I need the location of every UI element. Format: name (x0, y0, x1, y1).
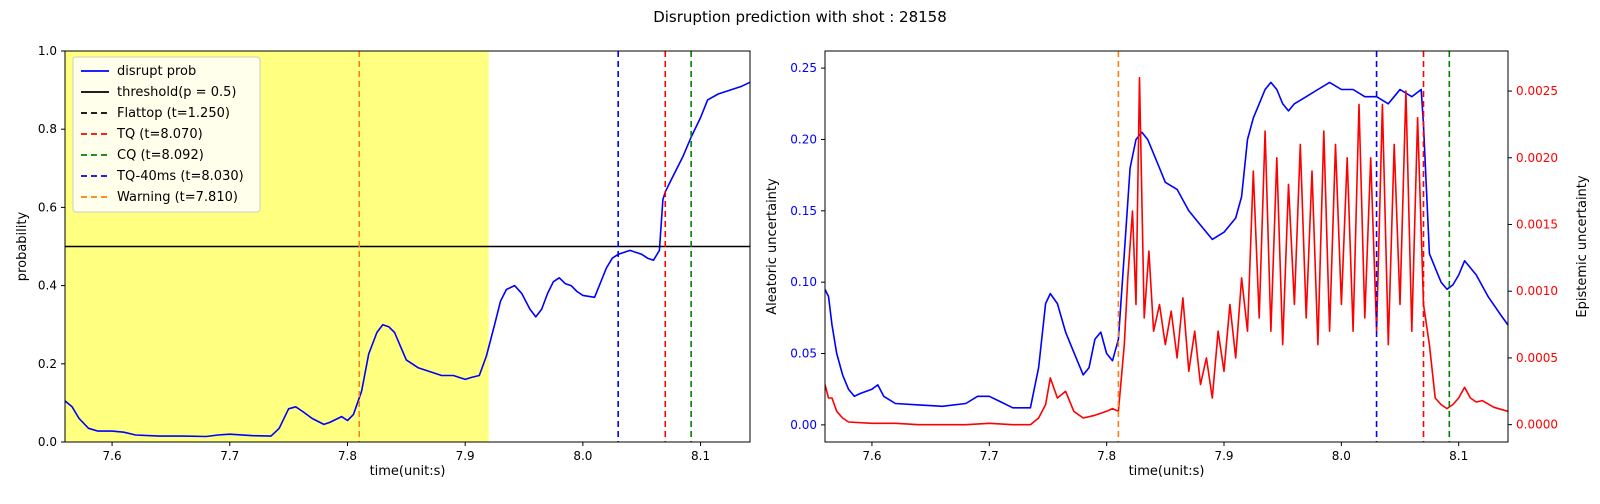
x-axis-label: time(unit:s) (1129, 464, 1205, 479)
figure-title: Disruption prediction with shot : 28158 (653, 8, 947, 26)
legend-item-disrupt-prob: disrupt prob (81, 64, 196, 79)
x-tick-label: 7.6 (862, 449, 881, 463)
y-tick-label: 0.0 (38, 435, 57, 449)
plot-area (825, 51, 1508, 442)
x-tick-label: 8.1 (691, 449, 710, 463)
uncertainty-panel: 7.6 7.7 7.8 7.9 8.0 8.1 0.00 0.05 0.10 0.15 0.20 0.… (765, 50, 1590, 479)
y-tick-label: 1.0 (38, 44, 57, 58)
probability-panel: 7.6 7.7 7.8 7.9 8.0 8.1 0.0 0.2 0.4 0.6 0.8 1.0 time… (15, 44, 751, 479)
legend-item-warning-t-7-810: Warning (t=7.810) (81, 190, 238, 205)
x-axis-label: time(unit:s) (370, 464, 446, 479)
y-tick-label: 0.10 (790, 275, 817, 289)
legend: disrupt prob threshold(p = 0.5) Flattop (t… (72, 56, 261, 213)
y2-axis-label: Epistemic uncertainty (1575, 175, 1590, 317)
y-tick-label: 0.25 (790, 61, 817, 75)
x-tick-label: 7.7 (980, 449, 999, 463)
x-tick-label: 8.1 (1449, 449, 1468, 463)
legend-label: TQ-40ms (t=8.030) (116, 169, 244, 184)
x-tick-label: 7.7 (220, 449, 239, 463)
series-epistemic-uncertainty (825, 76, 1508, 426)
x-tick-label: 7.9 (1214, 449, 1233, 463)
y2-tick-label: 0.0015 (1516, 217, 1558, 231)
legend-item-tq-t-8-070: TQ (t=8.070) (81, 127, 203, 142)
x-tick-label: 8.0 (1332, 449, 1351, 463)
legend-label: threshold(p = 0.5) (117, 85, 236, 100)
legend-box (72, 56, 261, 213)
series-disrupt-prob (65, 81, 750, 438)
legend-label: disrupt prob (117, 64, 196, 79)
y-tick-label: 0.4 (38, 279, 57, 293)
y-tick-label: 0.00 (790, 418, 817, 432)
y2-tick-label: 0.0025 (1516, 84, 1558, 98)
legend-label: CQ (t=8.092) (117, 148, 204, 163)
y-tick-label: 0.8 (38, 122, 57, 136)
y2-tick-label: 0.0005 (1516, 351, 1558, 365)
axes-frame (64, 50, 751, 443)
y-tick-label: 0.20 (790, 132, 817, 146)
y-tick-label: 0.2 (38, 357, 57, 371)
y-axis-label: Aleatoric uncertainty (765, 178, 780, 315)
legend-label: Flattop (t=1.250) (117, 106, 230, 121)
y2-tick-label: 0.0020 (1516, 151, 1558, 165)
legend-label: Warning (t=7.810) (117, 190, 238, 205)
y-axis-label: probability (15, 212, 30, 282)
legend-item-tq-40ms-t-8-030: TQ-40ms (t=8.030) (81, 169, 244, 184)
x-tick-label: 7.9 (456, 449, 475, 463)
x-tick-label: 7.8 (338, 449, 357, 463)
x-tick-label: 7.6 (103, 449, 122, 463)
legend-item-cq-t-8-092: CQ (t=8.092) (81, 148, 204, 163)
axes-frame (824, 50, 1509, 443)
x-tick-label: 7.8 (1097, 449, 1116, 463)
legend-item-flattop-t-1-250: Flattop (t=1.250) (81, 106, 230, 121)
y2-tick-label: 0.0010 (1516, 284, 1558, 298)
series-aleatoric-uncertainty (825, 81, 1508, 409)
x-tick-label: 8.0 (573, 449, 592, 463)
y-tick-label: 0.6 (38, 200, 57, 214)
y-tick-label: 0.15 (790, 204, 817, 218)
y-tick-label: 0.05 (790, 347, 817, 361)
plot-area (65, 51, 750, 442)
y2-tick-label: 0.0000 (1516, 418, 1558, 432)
legend-label: TQ (t=8.070) (116, 127, 203, 142)
legend-item-threshold-p-0-5: threshold(p = 0.5) (81, 85, 236, 100)
